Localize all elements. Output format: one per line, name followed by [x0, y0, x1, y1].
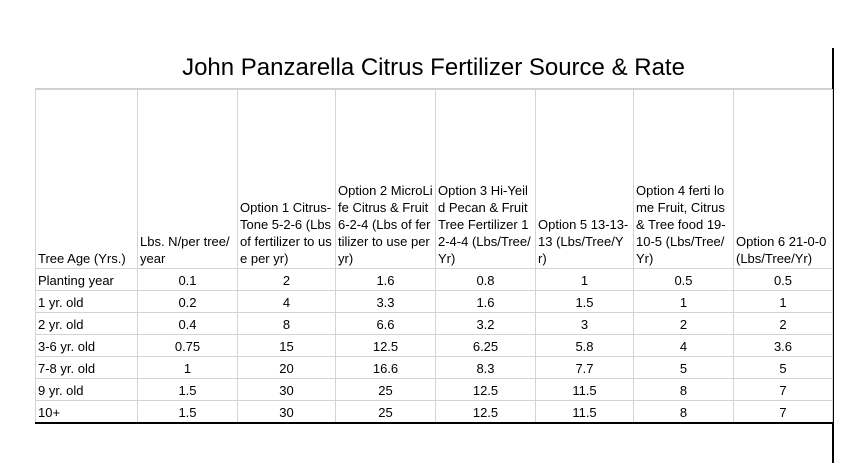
cell: 11.5: [535, 378, 634, 401]
cell: 5.8: [535, 334, 634, 357]
cell: 8.3: [435, 356, 536, 379]
column-header: Option 3 Hi-Yeild Pecan & Fruit Tree Fer…: [435, 89, 536, 269]
cell: 1: [535, 268, 634, 291]
cell: 1: [137, 356, 238, 379]
cell: 7: [733, 400, 833, 424]
cell: 30: [237, 378, 336, 401]
cell: 3: [535, 312, 634, 335]
fertilizer-table: Tree Age (Yrs.) Lbs. N/per tree/year Optio…: [35, 89, 833, 424]
cell: 1: [633, 290, 734, 313]
table-row: 3-6 yr. old 0.75 15 12.5 6.25 5.8 4 3.6: [35, 334, 833, 357]
cell: 1.5: [137, 378, 238, 401]
row-label: 10+: [35, 400, 138, 424]
cell: 1: [733, 290, 833, 313]
cell: 1.5: [137, 400, 238, 424]
cell: 5: [633, 356, 734, 379]
cell: 11.5: [535, 400, 634, 424]
cell: 6.25: [435, 334, 536, 357]
cell: 0.2: [137, 290, 238, 313]
cell: 15: [237, 334, 336, 357]
table-row: 7-8 yr. old 1 20 16.6 8.3 7.7 5 5: [35, 356, 833, 379]
column-header: Option 1 Citrus-Tone 5-2-6 (Lbs of ferti…: [237, 89, 336, 269]
row-label: Planting year: [35, 268, 138, 291]
cell: 3.3: [335, 290, 436, 313]
table-row: 2 yr. old 0.4 8 6.6 3.2 3 2 2: [35, 312, 833, 335]
cell: 3.6: [733, 334, 833, 357]
cell: 25: [335, 400, 436, 424]
row-label: 1 yr. old: [35, 290, 138, 313]
column-header: Option 5 13-13-13 (Lbs/Tree/Yr): [535, 89, 634, 269]
column-header: Option 6 21-0-0 (Lbs/Tree/Yr): [733, 89, 833, 269]
cell: 25: [335, 378, 436, 401]
cell: 16.6: [335, 356, 436, 379]
table-body: Planting year 0.1 2 1.6 0.8 1 0.5 0.5 1 yr. old 0…: [35, 268, 833, 424]
cell: 8: [633, 378, 734, 401]
cell: 4: [633, 334, 734, 357]
cell: 2: [633, 312, 734, 335]
cell: 12.5: [335, 334, 436, 357]
table-row: 1 yr. old 0.2 4 3.3 1.6 1.5 1 1: [35, 290, 833, 313]
cell: 0.4: [137, 312, 238, 335]
cell: 12.5: [435, 378, 536, 401]
cell: 20: [237, 356, 336, 379]
cell: 0.8: [435, 268, 536, 291]
table-row: 9 yr. old 1.5 30 25 12.5 11.5 8 7: [35, 378, 833, 401]
row-label: 9 yr. old: [35, 378, 138, 401]
cell: 6.6: [335, 312, 436, 335]
column-header: Option 4 ferti lome Fruit, Citrus & Tree…: [633, 89, 734, 269]
table-title: John Panzarella Citrus Fertilizer Source…: [35, 48, 832, 89]
cell: 30: [237, 400, 336, 424]
row-label: 2 yr. old: [35, 312, 138, 335]
cell: 8: [633, 400, 734, 424]
cell: 0.1: [137, 268, 238, 291]
cell: 0.5: [733, 268, 833, 291]
cell: 12.5: [435, 400, 536, 424]
cell: 0.5: [633, 268, 734, 291]
column-header: Lbs. N/per tree/year: [137, 89, 238, 269]
header-row: Tree Age (Yrs.) Lbs. N/per tree/year Optio…: [35, 89, 833, 269]
cell: 4: [237, 290, 336, 313]
row-label: 7-8 yr. old: [35, 356, 138, 379]
cell: 2: [733, 312, 833, 335]
table-row: 10+ 1.5 30 25 12.5 11.5 8 7: [35, 400, 833, 424]
cell: 2: [237, 268, 336, 291]
cell: 0.75: [137, 334, 238, 357]
cell: 7: [733, 378, 833, 401]
sheet: John Panzarella Citrus Fertilizer Source…: [35, 48, 834, 463]
cell: 5: [733, 356, 833, 379]
row-label: 3-6 yr. old: [35, 334, 138, 357]
table-row: Planting year 0.1 2 1.6 0.8 1 0.5 0.5: [35, 268, 833, 291]
cell: 1.5: [535, 290, 634, 313]
cell: 3.2: [435, 312, 536, 335]
cell: 1.6: [335, 268, 436, 291]
column-header: Option 2 MicroLife Citrus & Fruit 6-2-4 …: [335, 89, 436, 269]
cell: 7.7: [535, 356, 634, 379]
cell: 1.6: [435, 290, 536, 313]
column-header: Tree Age (Yrs.): [35, 89, 138, 269]
cell: 8: [237, 312, 336, 335]
